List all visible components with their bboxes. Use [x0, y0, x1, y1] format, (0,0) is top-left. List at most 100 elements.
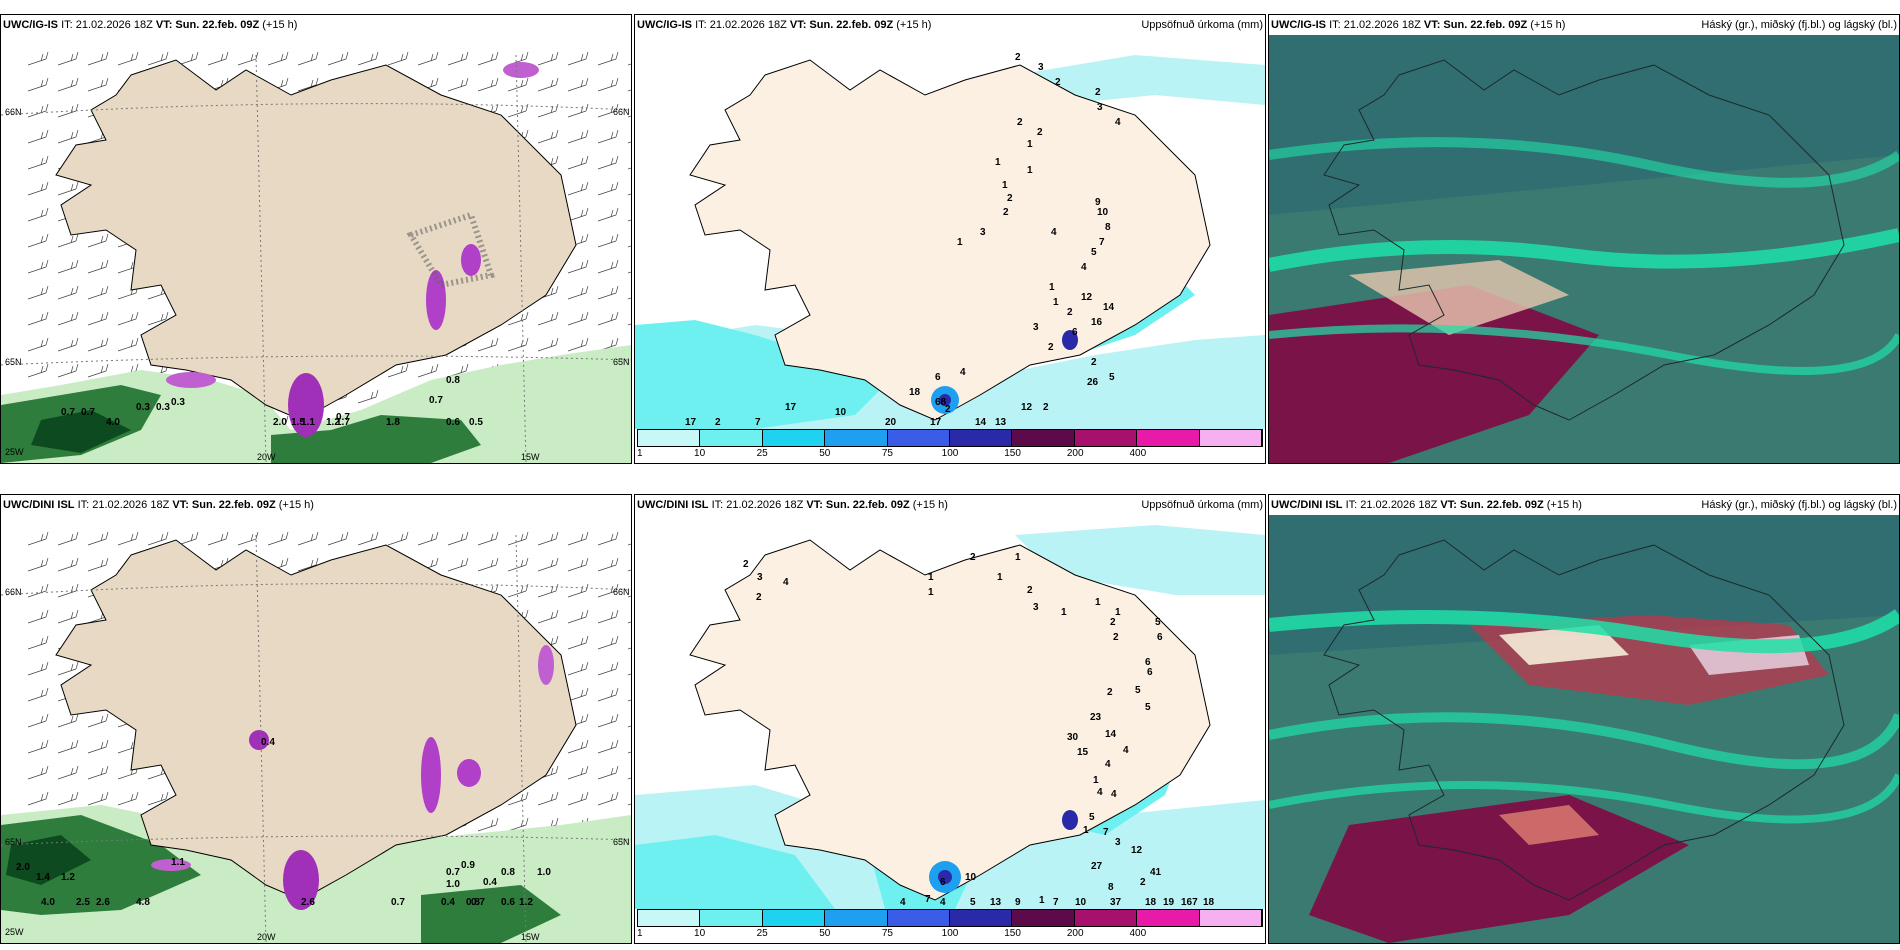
value-label: 2	[1037, 127, 1043, 138]
colorbar-swatch	[887, 430, 951, 446]
precip-purple	[426, 270, 446, 330]
value-label: 0.9	[461, 860, 475, 871]
model-source: UWC/IG-IS	[637, 19, 692, 31]
value-label: 2	[1107, 687, 1113, 698]
value-label: 1	[1027, 139, 1033, 150]
iceland-landmass	[55, 59, 577, 421]
lead-time: (+15 h)	[262, 19, 298, 31]
wind-barb	[87, 233, 109, 248]
value-label: 3	[1033, 602, 1039, 613]
value-label: 1.1	[171, 857, 185, 868]
colorbar: 1 10 25 50 75 100 150 200 400	[637, 429, 1263, 461]
value-label: 6	[1072, 327, 1078, 338]
wind-barb	[27, 77, 49, 92]
wind-barb	[567, 791, 589, 806]
value-label: 18	[1203, 897, 1215, 908]
value-label: 1	[1015, 552, 1021, 563]
colorbar-swatch	[1137, 910, 1200, 926]
value-label: 1.0	[537, 867, 551, 878]
model-source: UWC/DINI ISL	[3, 499, 75, 511]
precip-purple	[151, 859, 191, 871]
value-label: 1	[957, 237, 963, 248]
wind-barb	[447, 531, 469, 546]
colorbar-tick-label: 200	[1066, 448, 1084, 459]
value-label: 0.7	[429, 395, 443, 406]
wind-barb	[87, 739, 109, 754]
precip-purple	[503, 62, 539, 78]
value-label: 1.8	[386, 417, 400, 428]
wind-barb	[417, 531, 439, 546]
value-label: 4	[1097, 787, 1103, 798]
precip-purple	[457, 759, 481, 787]
wind-barb	[117, 531, 139, 546]
panel-clouds-top: UWC/IG-IS IT: 21.02.2026 18Z VT: Sun. 22…	[1268, 14, 1900, 464]
wind-barb	[87, 77, 109, 92]
wind-barb	[57, 765, 79, 780]
colorbar-swatch	[762, 910, 826, 926]
wind-barb	[597, 687, 619, 702]
wind-barb	[627, 543, 631, 546]
lead-time: (+15 h)	[1530, 19, 1566, 31]
value-label: 1	[928, 572, 934, 583]
wind-barb	[357, 389, 379, 404]
wind-barb	[27, 765, 49, 780]
wind-barb	[477, 51, 499, 66]
value-label: 0.4	[441, 897, 455, 908]
colorbar-swatch	[950, 910, 1013, 926]
wind-barb	[327, 531, 349, 546]
value-label: 13	[990, 897, 1002, 908]
high-cloud-band	[1269, 324, 1899, 375]
wind-barb	[567, 155, 589, 170]
wind-barb	[27, 661, 49, 676]
wind-barb	[567, 77, 589, 92]
value-label: 3	[980, 227, 986, 238]
wind-barb	[477, 337, 499, 352]
precip-purple	[538, 645, 554, 685]
wind-barb	[27, 583, 49, 598]
value-label: 1	[1002, 180, 1008, 191]
wind-barb	[237, 531, 259, 546]
value-label: 2	[1017, 117, 1023, 128]
lead-time: (+15 h)	[1546, 499, 1582, 511]
grid-label: 15W	[521, 452, 540, 462]
valid-time-label: VT:	[172, 499, 189, 511]
wind-barb	[57, 285, 79, 300]
wind-barb	[537, 51, 559, 66]
colorbar-swatch	[762, 430, 826, 446]
wind-barb	[537, 791, 559, 806]
wind-barb	[27, 531, 49, 546]
value-label: 6	[1157, 632, 1163, 643]
iceland-landmass	[689, 59, 1211, 421]
value-label: 0.8	[466, 897, 480, 908]
value-label: 12	[1131, 845, 1143, 856]
value-label: 10	[835, 407, 847, 418]
value-label: 3	[1115, 837, 1121, 848]
wind-barb	[627, 245, 631, 248]
cloud-map	[1269, 35, 1899, 463]
wind-barb	[627, 647, 631, 650]
value-label: 10	[1097, 207, 1109, 218]
value-label: 0.4	[261, 737, 275, 748]
value-label: 8	[1105, 222, 1111, 233]
wind-barb	[597, 531, 619, 546]
value-label: 7	[755, 417, 761, 428]
wind-barb	[567, 583, 589, 598]
wind-barb	[627, 219, 631, 222]
colorbar-swatch	[700, 430, 763, 446]
value-label: 1	[928, 587, 934, 598]
value-label: 23	[1090, 712, 1102, 723]
wind-barb	[297, 51, 319, 66]
grid-lines	[1, 54, 631, 463]
value-label: 0.8	[446, 375, 460, 386]
value-label: 2	[1015, 52, 1021, 63]
panel-title: Uppsöfnuð úrkoma (mm)	[1141, 19, 1263, 31]
grid-label: 65N	[613, 837, 630, 847]
iceland-outline	[1323, 539, 1845, 901]
value-labels: 0.42.01.4 1.24.0 2.5 2.6 4.81.10.72.60.70.91…	[5, 587, 630, 942]
wind-barb	[57, 557, 79, 572]
wind-barb	[567, 207, 589, 222]
value-label: 4	[1081, 262, 1087, 273]
value-label: 167	[1181, 897, 1198, 908]
value-label: 1	[1061, 607, 1067, 618]
